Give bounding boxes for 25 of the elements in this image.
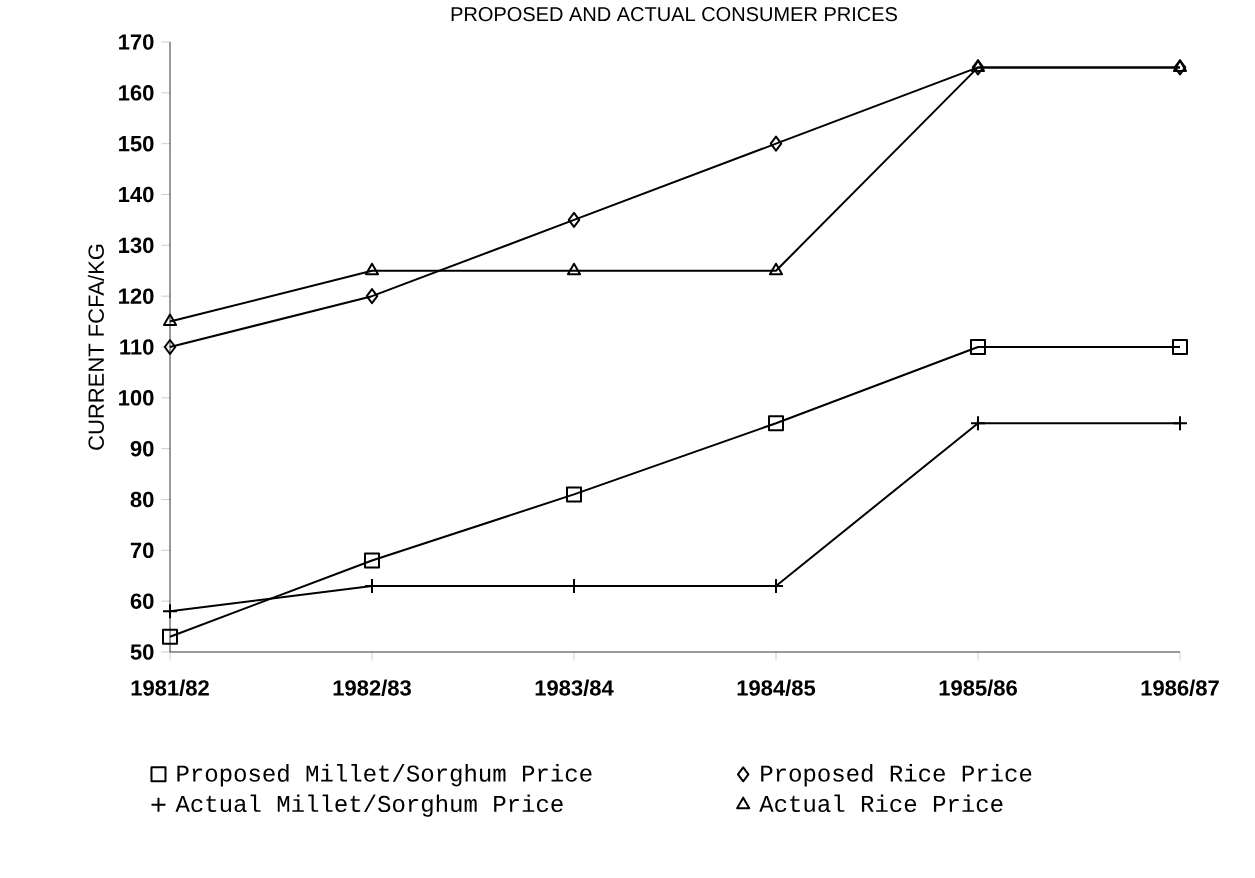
x-tick-label: 1986/87	[1141, 679, 1219, 696]
y-tick-label: 120	[119, 288, 154, 304]
legend-label: Proposed Rice Price	[761, 764, 1032, 787]
y-tick-label: 130	[119, 237, 154, 254]
y-tick-label: 70	[130, 542, 154, 559]
y-tick-label: 140	[119, 186, 154, 203]
x-tick-label: 1985/86	[939, 679, 1017, 696]
y-tick-label: 90	[130, 440, 154, 457]
legend-label: Proposed Millet/Sorghum Price	[177, 764, 592, 787]
y-tick-label: 160	[119, 85, 154, 101]
y-tick-label: 60	[130, 593, 154, 609]
x-tick-label: 1982/83	[333, 679, 411, 696]
legend-label: Actual Millet/Sorghum Price	[175, 794, 563, 817]
y-tick-label: 110	[120, 339, 154, 355]
x-tick-label: 1981/82	[131, 679, 209, 696]
x-tick-label: 1984/85	[737, 679, 816, 696]
chart-title: PROPOSED AND ACTUAL CONSUMER PRICES	[451, 7, 897, 22]
y-tick-label: 170	[119, 34, 154, 50]
x-tick-label: 1983/84	[535, 679, 614, 696]
legend-label: Actual Rice Price	[759, 794, 1003, 813]
y-tick-label: 150	[119, 135, 154, 152]
y-tick-label: 100	[119, 390, 154, 406]
y-tick-label: 50	[130, 644, 154, 660]
y-axis-title: CURRENT FCFA/KG	[87, 244, 104, 450]
y-tick-label: 80	[130, 491, 154, 508]
